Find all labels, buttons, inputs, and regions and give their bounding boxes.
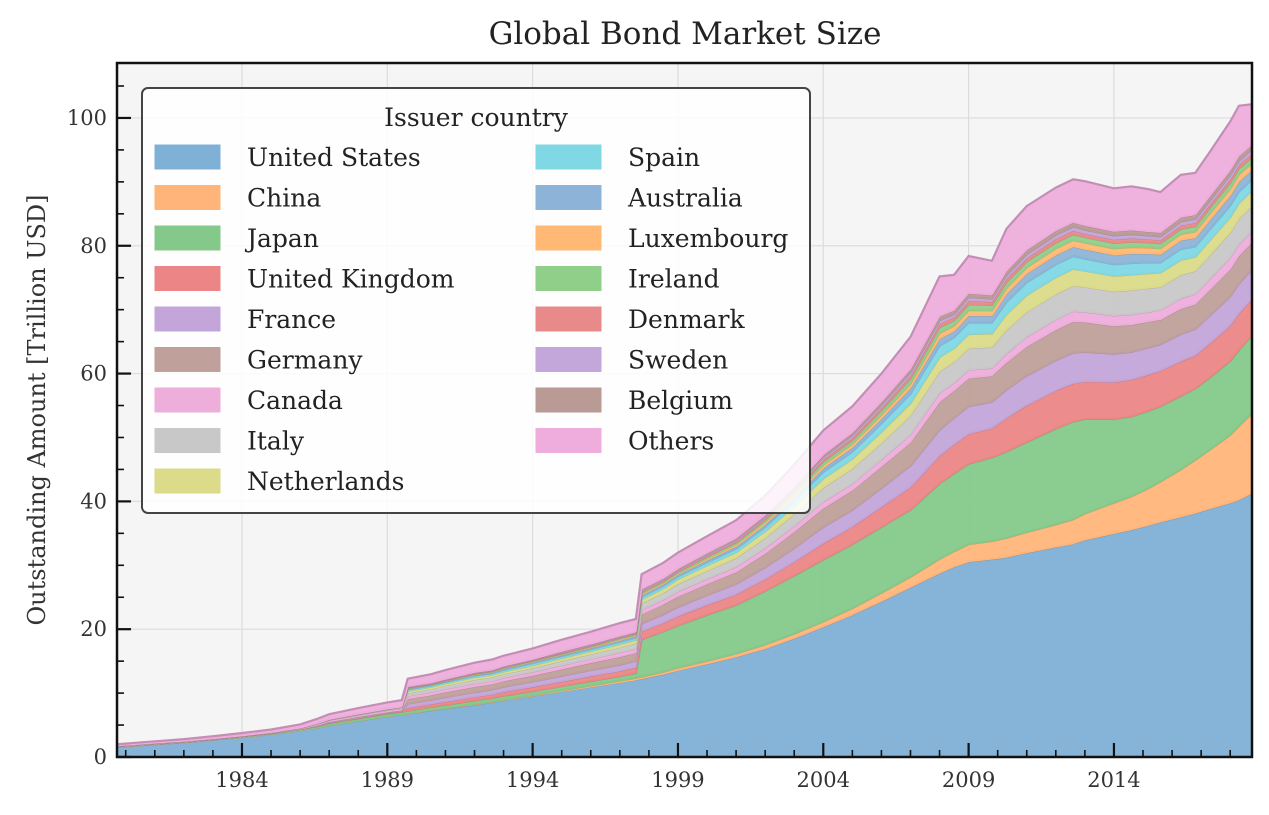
legend-swatch (154, 185, 221, 210)
legend-label: Ireland (628, 265, 720, 294)
x-axis: 1984 1989 1994 1999 2004 2009 2014 (124, 743, 1232, 792)
legend-swatch (154, 144, 221, 170)
legend-item-united-states: United States (154, 143, 421, 172)
legend-swatch (535, 387, 602, 413)
x-tick-label: 2009 (942, 768, 995, 792)
legend-swatch (535, 306, 602, 332)
legend-items: United States China Japan United Kingdom Fra… (154, 143, 788, 496)
legend-item-luxembourg: Luxembourg (535, 224, 788, 253)
legend-item-italy: Italy (154, 427, 305, 456)
x-tick-label: 2004 (797, 768, 850, 792)
legend-swatch (535, 225, 602, 251)
legend-swatch (154, 468, 221, 494)
legend-label: Others (628, 427, 714, 456)
legend-item-spain: Spain (535, 143, 700, 172)
legend-item-netherlands: Netherlands (154, 467, 404, 496)
legend-label: Spain (628, 143, 700, 172)
legend: Issuer country United StatesChinaJapanUn… (141, 87, 811, 514)
legend-label: China (247, 184, 321, 213)
legend-swatch (154, 306, 221, 332)
plot-frame (115, 61, 1254, 759)
x-tick-label: 1989 (361, 768, 414, 792)
legend-label: Canada (247, 386, 343, 415)
legend-item-japan: Japan (154, 224, 319, 253)
legend-item-sweden: Sweden (535, 346, 728, 375)
legend-label: Netherlands (247, 467, 404, 496)
y-tick-label: 40 (80, 489, 107, 513)
legend-item-ireland: Ireland (535, 265, 720, 294)
x-tick-label: 1994 (506, 768, 559, 792)
legend-label: United Kingdom (247, 265, 455, 294)
legend-label: Australia (627, 184, 743, 213)
legend-label: Denmark (628, 305, 746, 334)
legend-swatch (154, 428, 221, 453)
legend-title: Issuer country (384, 103, 569, 132)
legend-swatch (535, 266, 602, 291)
y-tick-label: 60 (80, 362, 107, 386)
legend-label: Sweden (628, 346, 728, 375)
legend-label: France (247, 305, 336, 334)
legend-swatch (535, 347, 602, 372)
y-tick-label: 80 (80, 234, 107, 258)
y-tick-label: 0 (94, 745, 107, 769)
legend-label: Germany (247, 346, 363, 375)
x-tick-label: 2014 (1087, 768, 1140, 792)
legend-swatch (154, 387, 221, 413)
legend-box (141, 87, 811, 514)
legend-label: Belgium (628, 386, 733, 415)
legend-item-united-kingdom: United Kingdom (154, 265, 455, 294)
area-edge-others (116, 103, 1253, 746)
legend-item-belgium: Belgium (535, 386, 733, 415)
x-tick-label: 1999 (651, 768, 704, 792)
legend-item-canada: Canada (154, 386, 343, 415)
legend-swatch (154, 266, 221, 291)
legend-swatch (535, 428, 602, 453)
stacked-areas (116, 103, 1253, 758)
y-tick-label: 100 (67, 106, 107, 130)
x-tick-label: 1984 (215, 768, 268, 792)
legend-label: Italy (247, 427, 305, 456)
legend-item-germany: Germany (154, 346, 363, 375)
legend-swatch (154, 225, 221, 251)
legend-label: United States (247, 143, 421, 172)
legend-item-china: China (154, 184, 321, 213)
legend-swatch (535, 144, 602, 170)
chart-title: Global Bond Market Size (489, 16, 882, 52)
legend-label: Japan (244, 224, 319, 253)
y-axis-label: Outstanding Amount [Trillion USD] (23, 194, 51, 625)
legend-item-france: France (154, 305, 336, 334)
y-tick-label: 20 (80, 617, 107, 641)
legend-swatch (154, 347, 221, 372)
legend-item-australia: Australia (535, 184, 743, 213)
legend-label: Luxembourg (628, 224, 788, 253)
legend-item-denmark: Denmark (535, 305, 746, 334)
legend-item-others: Others (535, 427, 714, 456)
legend-swatch (535, 185, 602, 210)
